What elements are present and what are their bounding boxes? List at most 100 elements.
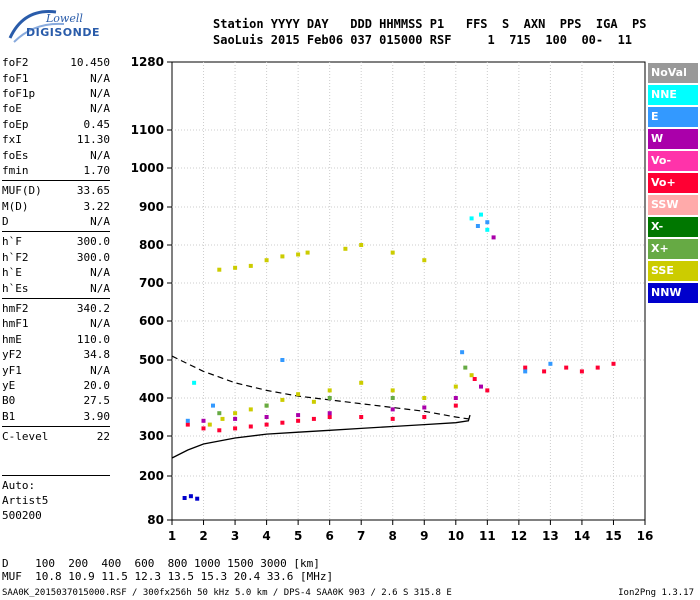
data-point [188, 494, 193, 499]
data-point [453, 403, 458, 408]
x-tick-label: 12 [511, 529, 528, 543]
param-name: fxI [2, 133, 22, 147]
lowell-digisonde-logo: Lowell DIGISONDE [4, 2, 104, 50]
y-tick-label: 300 [139, 429, 164, 443]
x-tick-label: 14 [574, 529, 591, 543]
data-point [296, 418, 301, 423]
data-point [185, 422, 190, 427]
param-name: M(D) [2, 199, 29, 213]
y-tick-label: 400 [139, 391, 164, 405]
param-value: 22 [96, 430, 110, 444]
data-point [327, 388, 332, 393]
param-row: foE N/A [2, 101, 110, 116]
param-name: foEp [2, 117, 29, 131]
auto-code: 500200 [2, 509, 42, 522]
param-row: yF1 N/A [2, 362, 110, 377]
y-tick-label: 1100 [131, 123, 164, 137]
param-name: h`Es [2, 281, 29, 295]
param-name: D [2, 215, 9, 229]
param-name: foF1p [2, 86, 36, 100]
param-name: hmF1 [2, 317, 29, 331]
auto-info: Auto: Artist5 500200 [2, 478, 48, 523]
param-value: 110.0 [76, 332, 110, 346]
data-point [233, 411, 238, 416]
y-tick-label: 1000 [131, 161, 164, 175]
param-name: foE [2, 102, 22, 116]
data-point [479, 212, 483, 217]
auto-divider [2, 475, 110, 476]
polarization-legend: NoVal NNE E W Vo- Vo+ SSW X- X+ SSE NNW [648, 63, 698, 305]
data-point [195, 496, 200, 501]
legend-item: W [648, 129, 698, 149]
data-point [485, 227, 490, 232]
param-name: fmin [2, 163, 29, 177]
param-value: 3.90 [83, 409, 111, 423]
param-row: h`E N/A [2, 265, 110, 280]
legend-item: SSW [648, 195, 698, 215]
data-point [390, 388, 395, 393]
param-value: N/A [90, 363, 110, 377]
param-row: foEp 0.45 [2, 117, 110, 132]
param-value: 340.2 [76, 302, 110, 316]
data-point [207, 422, 212, 427]
data-point [264, 422, 269, 427]
data-point [460, 350, 465, 355]
param-value: N/A [90, 281, 110, 295]
param-name: B0 [2, 394, 16, 408]
data-point [390, 407, 395, 412]
legend-item: SSE [648, 261, 698, 281]
data-point [280, 254, 285, 259]
param-name: hmE [2, 332, 22, 346]
data-point [233, 265, 238, 270]
data-point [201, 418, 206, 423]
param-row: fmin 1.70 [2, 163, 110, 178]
param-row: foF2 10.450 [2, 55, 110, 70]
param-value: N/A [90, 71, 110, 85]
y-tick-label: 900 [139, 200, 164, 214]
param-name: yE [2, 379, 16, 392]
x-tick-label: 6 [325, 529, 333, 543]
x-tick-label: 13 [542, 529, 559, 543]
param-row: h`F2 300.0 [2, 250, 110, 265]
param-row: hmF2 340.2 [2, 297, 110, 316]
param-value: N/A [90, 86, 110, 100]
param-value: 1.70 [83, 163, 111, 177]
data-point [579, 369, 584, 374]
data-point [463, 365, 468, 370]
param-row: h`F 300.0 [2, 231, 110, 249]
data-point [201, 426, 206, 431]
true-height-profile [171, 355, 469, 420]
param-row: B1 3.90 [2, 409, 110, 424]
param-value: 33.65 [76, 184, 110, 198]
param-row: fxI 11.30 [2, 132, 110, 147]
data-point [491, 235, 496, 240]
grid-layer [171, 61, 646, 521]
param-row: C-level 22 [2, 425, 110, 444]
auto-label: Auto: [2, 479, 36, 492]
param-row: yE 20.0 [2, 378, 110, 393]
footer-muf-row: MUF 10.8 10.9 11.5 12.3 13.5 15.3 20.4 3… [2, 570, 334, 583]
data-point [280, 358, 285, 362]
x-tick-label: 1 [168, 529, 176, 543]
data-point [359, 380, 364, 385]
data-point [248, 263, 253, 268]
profile-curves [171, 355, 471, 459]
legend-item: X+ [648, 239, 698, 259]
param-row: B0 27.5 [2, 393, 110, 408]
param-value: N/A [90, 148, 110, 162]
legend-item: E [648, 107, 698, 127]
param-value: N/A [90, 266, 110, 280]
param-value: N/A [90, 215, 110, 229]
data-point [595, 365, 600, 370]
logo-text-digisonde: DIGISONDE [26, 26, 100, 39]
param-value: 3.22 [83, 199, 111, 213]
data-point [233, 416, 238, 421]
data-point [327, 396, 332, 400]
param-value: 10.450 [70, 56, 110, 70]
data-point [327, 415, 332, 419]
x-tick-label: 3 [231, 529, 239, 543]
data-point [182, 496, 187, 500]
param-value: 0.45 [83, 117, 111, 131]
param-value: N/A [90, 102, 110, 116]
